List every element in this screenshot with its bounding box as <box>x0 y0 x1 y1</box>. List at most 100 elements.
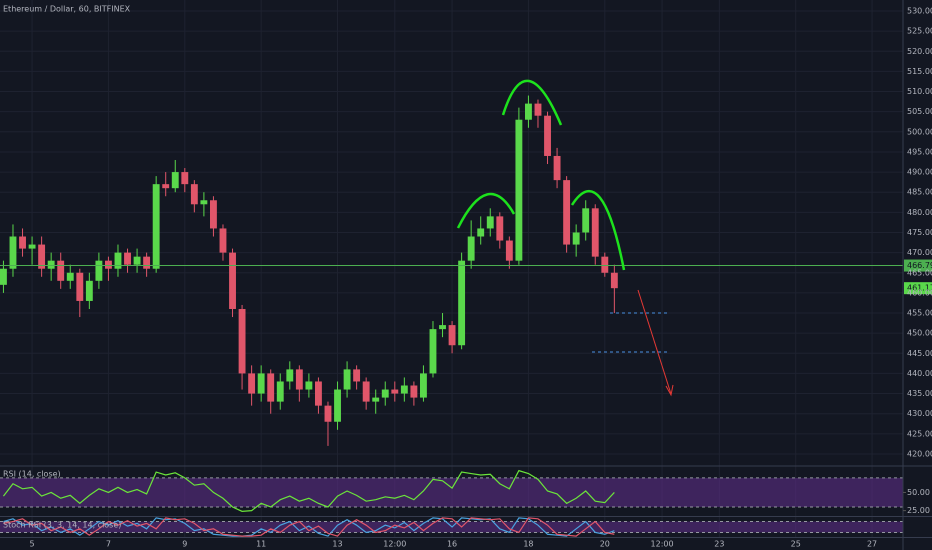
y-tick-label: 50.00 <box>907 488 930 497</box>
chart-title: Ethereum / Dollar, 60, BITFINEX <box>3 5 131 14</box>
candle-body <box>76 272 84 301</box>
candle-body <box>105 260 112 269</box>
candle-body <box>114 252 122 269</box>
y-tick-label: 470.00 <box>907 248 932 257</box>
candle-body <box>353 369 361 382</box>
price-label: 466.79 <box>907 261 932 270</box>
y-tick-label: 425.00 <box>907 429 932 438</box>
y-tick-label: 435.00 <box>907 389 932 398</box>
y-tick-label: 485.00 <box>907 188 932 197</box>
x-tick-label: 9 <box>182 540 187 549</box>
candle-body <box>267 373 275 402</box>
candle-body <box>315 381 322 406</box>
candle-body <box>410 385 418 398</box>
candle-body <box>534 103 542 116</box>
right-shoulder <box>570 190 626 271</box>
x-tick-label: 7 <box>106 540 111 549</box>
x-tick-label: 25 <box>791 540 801 549</box>
y-tick-label: 460.00 <box>907 288 932 297</box>
candle-body <box>9 236 17 269</box>
x-tick-label: 12:00 <box>651 540 674 549</box>
candle-body <box>286 369 294 382</box>
y-tick-label: 500.00 <box>907 127 932 136</box>
candle-body <box>190 184 198 205</box>
candle-body <box>334 389 341 422</box>
candle-body <box>66 272 74 281</box>
candle-body <box>381 389 389 398</box>
candle-body <box>601 256 609 273</box>
left-shoulder <box>456 192 516 229</box>
marks <box>0 95 903 537</box>
stoch-title: Stoch RSI (3, 3, 14, 14, close) <box>3 521 121 530</box>
x-tick-label: 11 <box>256 540 266 549</box>
y-tick-label: 445.00 <box>907 349 932 358</box>
x-tick-label: 18 <box>523 540 533 549</box>
band <box>0 477 903 507</box>
candle-body <box>257 373 265 394</box>
candle-body <box>448 325 456 346</box>
y-tick-label: 455.00 <box>907 309 932 318</box>
y-tick-label: 480.00 <box>907 208 932 217</box>
y-tick-label: 440.00 <box>907 369 932 378</box>
candle-body <box>591 208 599 257</box>
drawings <box>456 79 674 397</box>
candle-body <box>372 397 380 402</box>
candle-body <box>124 252 131 265</box>
candle-body <box>458 260 466 346</box>
y-tick-label: 520.00 <box>907 47 932 56</box>
arrow <box>637 289 672 395</box>
y-tick-label: 25.00 <box>907 506 930 515</box>
x-tick-label: 13 <box>332 540 342 549</box>
candle-body <box>305 381 313 390</box>
candle-body <box>162 184 170 189</box>
x-tick-label: 16 <box>447 540 457 549</box>
candle-body <box>38 244 46 269</box>
x-tick-label: 5 <box>30 540 35 549</box>
x-tick-label: 23 <box>714 540 724 549</box>
candle-body <box>210 200 217 229</box>
candle-body <box>429 329 437 374</box>
candle-body <box>563 180 571 245</box>
candle-body <box>582 208 590 233</box>
head <box>501 79 563 126</box>
candle-body <box>343 369 351 390</box>
candle-body <box>486 216 494 229</box>
candle-body <box>505 240 513 261</box>
candle-body <box>47 260 55 269</box>
candle-body <box>95 260 103 281</box>
candle-body <box>295 369 303 390</box>
candle-body <box>610 272 618 289</box>
candle-body <box>477 228 485 237</box>
candle-body <box>238 308 246 374</box>
y-tick-label: 465.00 <box>907 268 932 277</box>
candle-body <box>181 172 189 185</box>
candle-body <box>400 385 408 394</box>
candle-body <box>171 172 179 189</box>
price-label-box <box>904 259 932 272</box>
y-tick-label: 450.00 <box>907 329 932 338</box>
candle-body <box>362 381 370 402</box>
candle-body <box>219 228 227 253</box>
y-tick-label: 525.00 <box>907 27 932 36</box>
y-tick-label: 420.00 <box>907 449 932 458</box>
candle-body <box>525 103 532 120</box>
candle-body <box>572 232 580 245</box>
indicator-line <box>3 517 615 537</box>
candle-body <box>229 252 236 309</box>
x-tick-label: 27 <box>867 540 877 549</box>
candle-body <box>143 256 151 269</box>
x-tick-label: 12:00 <box>383 540 406 549</box>
candle-body <box>248 373 256 394</box>
candle-body <box>515 119 523 261</box>
y-tick-label: 515.00 <box>907 67 932 76</box>
y-tick-label: 510.00 <box>907 87 932 96</box>
candle-body <box>276 381 284 402</box>
candle-body <box>19 236 26 249</box>
candle-body <box>28 244 36 249</box>
y-tick-label: 495.00 <box>907 147 932 156</box>
y-tick-label: 505.00 <box>907 107 932 116</box>
candle-body <box>496 216 504 241</box>
candle-body <box>85 280 93 301</box>
